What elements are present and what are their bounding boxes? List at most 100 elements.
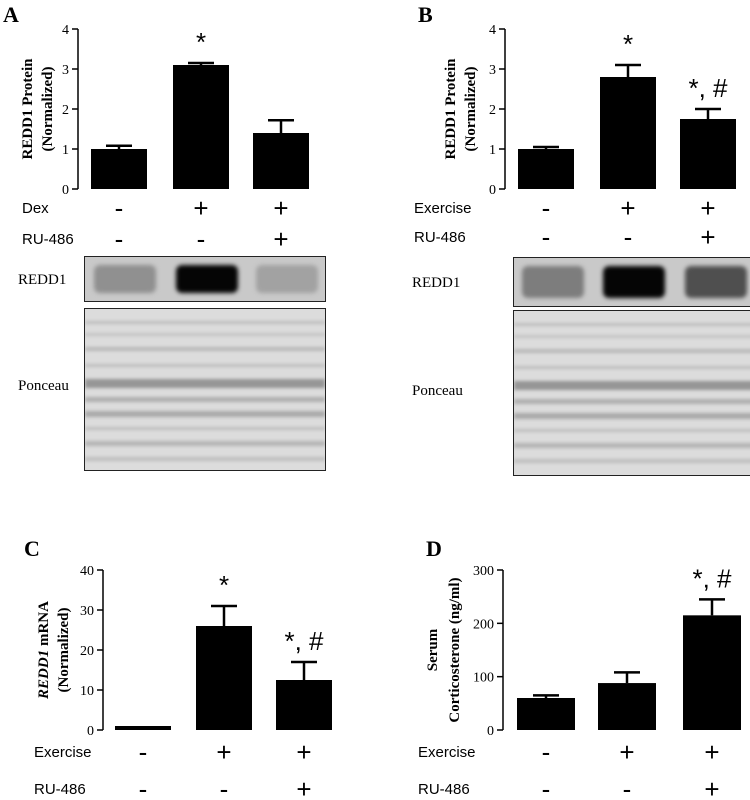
- condition-sign-plus: +: [704, 737, 719, 767]
- ponceau-band: [85, 347, 325, 351]
- chart-panel-c: C 0 10 20 30 40 REDD1 mRNA (Normalized) * *, # Exe…: [24, 536, 332, 800]
- bar: [600, 77, 656, 189]
- condition-sign-plus: +: [620, 193, 635, 223]
- condition-sign-minus: -: [542, 222, 551, 252]
- y-tick-label: 0: [62, 183, 69, 198]
- chart-panel-d: D 0 100 200 300 Serum Corticosterone (ng/ml) *,…: [418, 536, 741, 800]
- y-tick-label: 0: [489, 183, 496, 198]
- panel-label: C: [24, 536, 40, 561]
- bar: [517, 698, 575, 730]
- chart-panel-b: B 0 1 2 3 4 REDD1 Protein (Normalized) * *, # Exer…: [414, 2, 736, 252]
- y-axis-label-2: (Normalized): [463, 67, 479, 152]
- condition-label: RU-486: [22, 231, 74, 248]
- redd1-blot: [84, 256, 326, 302]
- ponceau-band: [514, 323, 750, 326]
- ponceau-band: [85, 379, 325, 388]
- y-tick-label: 300: [473, 564, 494, 579]
- redd1-band: [685, 266, 747, 298]
- condition-sign-minus: -: [220, 774, 229, 800]
- y-tick-label: 40: [80, 564, 94, 579]
- ponceau-band: [514, 349, 750, 353]
- ponceau-band: [514, 443, 750, 448]
- condition-sign-minus: -: [139, 737, 148, 767]
- ponceau-band: [85, 411, 325, 417]
- ponceau-band: [85, 397, 325, 402]
- bar: [115, 726, 171, 730]
- ponceau-band: [514, 429, 750, 432]
- ponceau-band: [85, 427, 325, 430]
- condition-sign-minus: -: [542, 193, 551, 223]
- y-tick-label: 0: [487, 724, 494, 739]
- significance-marker: *: [219, 570, 229, 600]
- y-tick-label: 1: [62, 143, 69, 158]
- redd1-blot: [513, 257, 750, 307]
- ponceau-band: [514, 413, 750, 419]
- y-tick-label: 2: [489, 103, 496, 118]
- y-axis-label: REDD1 Protein: [443, 58, 459, 160]
- y-tick-label: 4: [489, 23, 496, 38]
- y-axis-label-2: Corticosterone (ng/ml): [447, 577, 463, 722]
- bar: [91, 149, 147, 189]
- bar: [276, 680, 332, 730]
- bar: [173, 65, 229, 189]
- bar: [196, 626, 252, 730]
- redd1-band: [603, 266, 665, 298]
- y-tick-label: 1: [489, 143, 496, 158]
- condition-sign-plus: +: [700, 193, 715, 223]
- condition-sign-plus: +: [216, 737, 231, 767]
- y-tick-label: 3: [489, 63, 496, 78]
- ponceau-band: [514, 459, 750, 463]
- condition-sign-minus: -: [542, 774, 551, 800]
- y-tick-label: 20: [80, 644, 94, 659]
- condition-sign-minus: -: [197, 224, 206, 254]
- blot-label-redd1: REDD1: [18, 272, 67, 288]
- y-axis-label-rest: mRNA: [36, 601, 52, 650]
- condition-label: RU-486: [34, 781, 86, 798]
- condition-sign-plus: +: [619, 737, 634, 767]
- ponceau-band: [85, 441, 325, 446]
- condition-sign-minus: -: [542, 737, 551, 767]
- panel-label: A: [3, 2, 19, 27]
- ponceau-band: [514, 381, 750, 390]
- y-axis-label-2: (Normalized): [40, 67, 56, 152]
- blot-label-redd1: REDD1: [412, 275, 461, 291]
- y-tick-label: 3: [62, 63, 69, 78]
- condition-sign-minus: -: [115, 224, 124, 254]
- condition-sign-plus: +: [296, 774, 311, 800]
- bar: [518, 149, 574, 189]
- y-tick-label: 0: [87, 724, 94, 739]
- y-tick-label: 10: [80, 684, 94, 699]
- ponceau-band: [514, 366, 750, 369]
- ponceau-band: [514, 399, 750, 404]
- bar: [253, 133, 309, 189]
- ponceau-band: [85, 457, 325, 461]
- significance-marker: *, #: [692, 563, 732, 593]
- y-tick-label: 100: [473, 671, 494, 686]
- condition-label: Exercise: [414, 200, 472, 217]
- condition-sign-minus: -: [139, 774, 148, 800]
- ponceau-band: [85, 364, 325, 367]
- condition-label: Exercise: [34, 744, 92, 761]
- bar: [683, 615, 741, 730]
- y-tick-label: 30: [80, 604, 94, 619]
- condition-sign-plus: +: [273, 193, 288, 223]
- condition-sign-plus: +: [273, 224, 288, 254]
- condition-sign-plus: +: [296, 737, 311, 767]
- significance-marker: *: [196, 27, 206, 57]
- significance-marker: *, #: [284, 626, 324, 656]
- ponceau-band: [85, 333, 325, 336]
- ponceau-blot: [84, 308, 326, 471]
- condition-label: RU-486: [418, 781, 470, 798]
- y-axis-label: Serum: [425, 628, 441, 671]
- bar: [598, 683, 656, 730]
- ponceau-band: [514, 335, 750, 338]
- condition-sign-minus: -: [624, 222, 633, 252]
- y-tick-label: 200: [473, 617, 494, 632]
- y-tick-label: 2: [62, 103, 69, 118]
- condition-sign-plus: +: [193, 193, 208, 223]
- ponceau-band: [85, 321, 325, 324]
- redd1-band: [94, 265, 156, 293]
- redd1-band: [176, 265, 238, 293]
- bar: [680, 119, 736, 189]
